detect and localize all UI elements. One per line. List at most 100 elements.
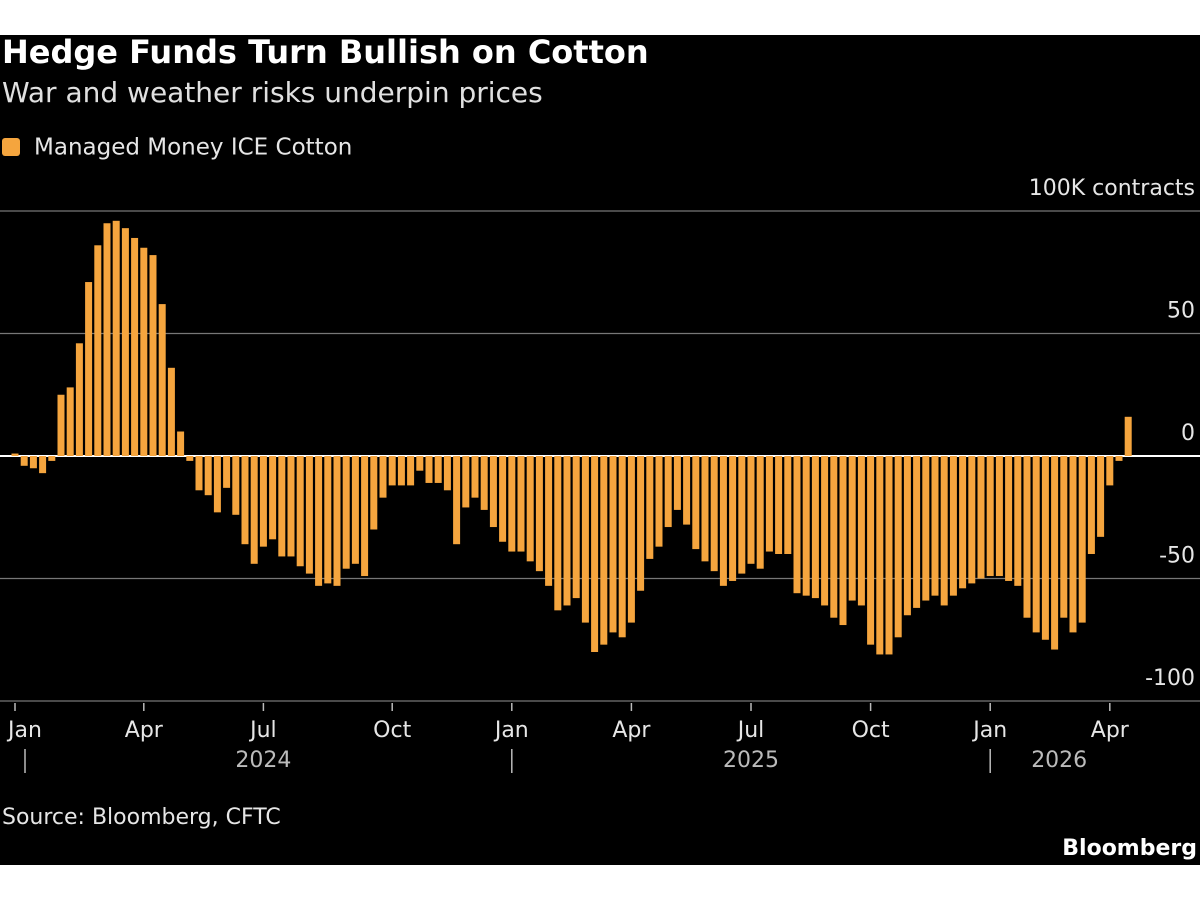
x-tick-label: Apr	[125, 718, 164, 743]
bar	[57, 394, 65, 456]
bar	[1097, 456, 1105, 537]
y-tick-label: 100K contracts	[1029, 176, 1195, 201]
bar	[388, 456, 396, 486]
x-tick-label: Jul	[736, 718, 765, 743]
bar	[324, 456, 332, 584]
bar	[517, 456, 525, 552]
bar	[177, 431, 185, 456]
chart-subtitle: War and weather risks underpin prices	[2, 76, 543, 109]
bar	[637, 456, 645, 591]
chart-title: Hedge Funds Turn Bullish on Cotton	[2, 33, 649, 71]
bar	[655, 456, 663, 547]
bar	[931, 456, 939, 596]
x-tick-label: Apr	[1091, 718, 1130, 743]
bar	[784, 456, 792, 554]
bar	[259, 456, 267, 547]
bar	[913, 456, 921, 608]
bar	[121, 228, 129, 456]
bar	[563, 456, 571, 606]
bar	[1124, 416, 1132, 456]
bar	[11, 453, 19, 456]
bar	[719, 456, 727, 586]
bar	[940, 456, 948, 606]
bar	[995, 456, 1003, 577]
bar	[1087, 456, 1095, 554]
bar	[195, 456, 203, 491]
bar	[232, 456, 240, 515]
bar	[673, 456, 681, 510]
bar	[250, 456, 258, 564]
x-tick-label: Jan	[971, 718, 1007, 743]
bar	[802, 456, 810, 596]
bar	[158, 304, 166, 456]
bar	[167, 367, 175, 456]
credit: Bloomberg	[1062, 836, 1197, 861]
bar	[75, 343, 83, 456]
bar	[867, 456, 875, 645]
bar	[48, 456, 56, 461]
bar	[213, 456, 221, 513]
bar	[738, 456, 746, 574]
y-tick-label: 50	[1167, 299, 1195, 324]
year-label: 2026	[1031, 748, 1087, 773]
bar	[894, 456, 902, 638]
bar	[922, 456, 930, 601]
legend-label: Managed Money ICE Cotton	[34, 135, 352, 161]
x-tick-label: Oct	[373, 718, 411, 743]
bar	[747, 456, 755, 564]
bar	[397, 456, 405, 486]
bar	[839, 456, 847, 626]
bar	[1005, 456, 1013, 581]
x-tick-label: Jan	[493, 718, 529, 743]
bar	[646, 456, 654, 559]
bar	[315, 456, 323, 586]
year-label: 2024	[235, 748, 291, 773]
bar	[296, 456, 304, 567]
bar	[729, 456, 737, 581]
bar	[333, 456, 341, 586]
bar	[103, 223, 111, 456]
bar	[278, 456, 286, 557]
bar	[609, 456, 617, 633]
bar	[692, 456, 700, 550]
bar	[959, 456, 967, 589]
bar	[489, 456, 497, 528]
bar	[508, 456, 516, 552]
bar	[186, 456, 194, 461]
bar	[20, 456, 28, 466]
bar	[535, 456, 543, 572]
bar	[581, 456, 589, 623]
bar	[618, 456, 626, 638]
bar	[830, 456, 838, 618]
bar	[885, 456, 893, 655]
bar	[710, 456, 718, 572]
bar	[775, 456, 783, 554]
y-tick-label: -50	[1159, 544, 1195, 569]
legend-swatch	[2, 138, 20, 156]
bar	[287, 456, 295, 557]
bar	[756, 456, 764, 569]
bar	[1051, 456, 1059, 650]
bar	[1014, 456, 1022, 586]
bar	[986, 456, 994, 577]
bar	[131, 237, 139, 456]
bar	[1115, 456, 1123, 461]
bar	[627, 456, 635, 623]
bar	[443, 456, 451, 491]
bar	[499, 456, 507, 542]
bar	[876, 456, 884, 655]
bar	[361, 456, 369, 577]
bar	[1032, 456, 1040, 633]
bar	[425, 456, 433, 483]
x-tick-label: Jul	[248, 718, 277, 743]
year-label: 2025	[723, 748, 779, 773]
bar	[857, 456, 865, 606]
bar	[204, 456, 212, 496]
bar	[683, 456, 691, 525]
bar	[223, 456, 231, 488]
bar	[572, 456, 580, 599]
bar	[471, 456, 479, 498]
bar	[480, 456, 488, 510]
